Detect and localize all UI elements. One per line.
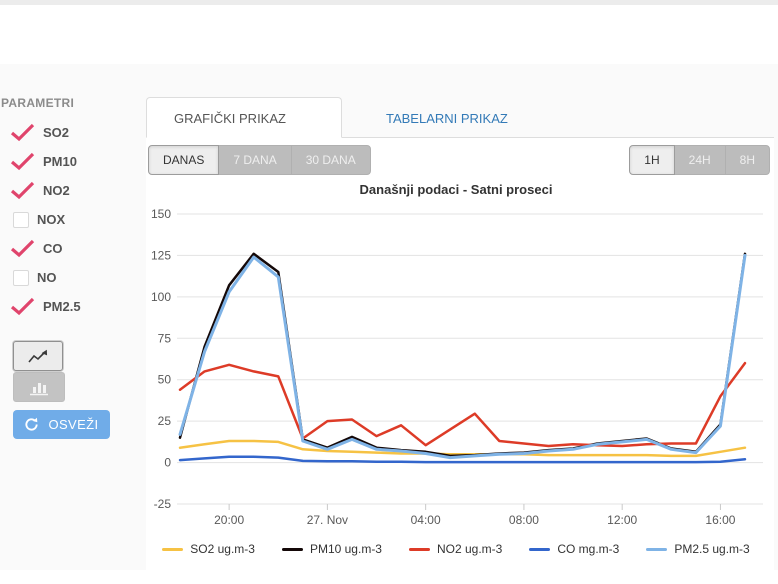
line-chart-icon	[28, 349, 48, 363]
x-axis-label: 20:00	[214, 513, 244, 527]
period-button-24h[interactable]: 24H	[673, 145, 726, 175]
legend-swatch	[162, 547, 184, 551]
y-axis-label: 0	[164, 456, 171, 470]
legend-swatch	[529, 547, 551, 551]
series-line-pm2-5	[178, 253, 747, 460]
parameter-label: CO	[43, 241, 63, 256]
series-line-co	[178, 455, 747, 464]
chart-legend: SO2 ug.m-3 PM10 ug.m-3 NO2 ug.m-3 CO mg.m-3…	[146, 542, 766, 556]
parameter-list: SO2 PM10 NO2 NOX CO NO PM2.5	[10, 118, 133, 321]
legend-item-pm2-5: PM2.5 ug.m-3	[646, 542, 750, 556]
parameter-label: NO2	[43, 183, 70, 198]
checkmark-icon	[10, 152, 35, 171]
checkmark-icon	[10, 123, 35, 142]
card-body: DANAS 7 DANA 30 DANA 1H 24H 8H Današnji poda…	[146, 138, 774, 570]
legend-item-so2: SO2 ug.m-3	[162, 542, 255, 556]
legend-swatch	[646, 547, 668, 551]
y-axis-label: 25	[158, 414, 172, 428]
chart-title: Današnji podaci - Satni proseci	[359, 182, 553, 197]
x-axis-label: 16:00	[705, 513, 735, 527]
series-line-pm10	[178, 252, 747, 458]
bar-chart-type-button[interactable]	[13, 372, 65, 402]
top-divider	[0, 0, 778, 5]
refresh-button[interactable]: OSVEŽI	[13, 410, 110, 439]
legend-item-no2: NO2 ug.m-3	[408, 542, 503, 556]
parameters-sidebar: PARAMETRI SO2 PM10 NO2 NOX CO NO PM2.5 OSVEŽI	[0, 64, 146, 570]
sidebar-title: PARAMETRI	[1, 96, 75, 110]
parameter-label: NOX	[37, 212, 66, 227]
parameter-label: NO	[37, 270, 57, 285]
line-chart-type-button[interactable]	[13, 341, 63, 371]
y-axis-label: 150	[151, 207, 171, 221]
parameter-label: SO2	[43, 125, 70, 140]
period-button-row: DANAS 7 DANA 30 DANA 1H 24H 8H	[148, 145, 772, 175]
range-button-group: DANAS 7 DANA 30 DANA	[148, 145, 371, 175]
dashboard-panel: PARAMETRI SO2 PM10 NO2 NOX CO NO PM2.5 OSVEŽI	[0, 64, 778, 570]
legend-label: PM10 ug.m-3	[309, 542, 382, 556]
tab-bar: GRAFIČKI PRIKAZ TABELARNI PRIKAZ	[146, 97, 774, 138]
chart-canvas: 150 125 100 75 50 25 0 -25 20:00 27. Nov 04:00 08:0…	[151, 207, 763, 527]
parameter-item-co[interactable]: CO	[10, 234, 133, 263]
period-button-danas[interactable]: DANAS	[148, 145, 220, 175]
y-axis-label: -25	[154, 497, 172, 511]
legend-label: PM2.5 ug.m-3	[674, 542, 750, 556]
parameter-item-no2[interactable]: NO2	[10, 176, 133, 205]
series-line-no2	[178, 361, 747, 448]
parameter-item-nox[interactable]: NOX	[13, 205, 133, 234]
interval-button-group: 1H 24H 8H	[629, 145, 770, 175]
legend-label: SO2 ug.m-3	[190, 542, 255, 556]
refresh-icon	[25, 417, 39, 431]
parameter-label: PM10	[43, 154, 77, 169]
tab-grafi-ki-prikaz[interactable]: GRAFIČKI PRIKAZ	[146, 97, 342, 138]
period-button-30-dana[interactable]: 30 DANA	[290, 145, 371, 175]
x-axis-label: 12:00	[607, 513, 637, 527]
period-button-8h[interactable]: 8H	[724, 145, 770, 175]
refresh-button-label: OSVEŽI	[48, 417, 99, 432]
checkmark-icon	[10, 297, 35, 316]
legend-item-pm10: PM10 ug.m-3	[281, 542, 382, 556]
x-axis-label: 08:00	[509, 513, 539, 527]
legend-swatch	[281, 547, 303, 551]
parameter-item-pm10[interactable]: PM10	[10, 147, 133, 176]
x-axis-label: 27. Nov	[307, 513, 348, 527]
y-axis-label: 100	[151, 290, 171, 304]
checkmark-icon	[10, 181, 35, 200]
content-card: GRAFIČKI PRIKAZ TABELARNI PRIKAZ DANAS 7 D…	[146, 97, 774, 570]
parameter-label: PM2.5	[43, 299, 81, 314]
parameter-item-so2[interactable]: SO2	[10, 118, 133, 147]
checkbox-unchecked[interactable]	[13, 211, 29, 228]
y-axis-label: 50	[158, 373, 172, 387]
bar-chart-icon	[30, 382, 48, 395]
legend-label: CO mg.m-3	[557, 542, 620, 556]
tab-tabelarni-prikaz[interactable]: TABELARNI PRIKAZ	[385, 111, 508, 126]
x-axis-label: 04:00	[411, 513, 441, 527]
checkbox-unchecked[interactable]	[13, 269, 29, 286]
period-button-1h[interactable]: 1H	[629, 145, 675, 175]
parameter-item-no[interactable]: NO	[13, 263, 133, 292]
legend-label: NO2 ug.m-3	[436, 542, 503, 556]
period-button-7-dana[interactable]: 7 DANA	[218, 145, 292, 175]
checkmark-icon	[10, 239, 35, 258]
y-axis-label: 125	[151, 248, 171, 262]
y-axis-label: 75	[158, 331, 172, 345]
legend-swatch	[408, 547, 430, 551]
legend-item-co: CO mg.m-3	[529, 542, 619, 556]
parameter-item-pm2-5[interactable]: PM2.5	[10, 292, 133, 321]
